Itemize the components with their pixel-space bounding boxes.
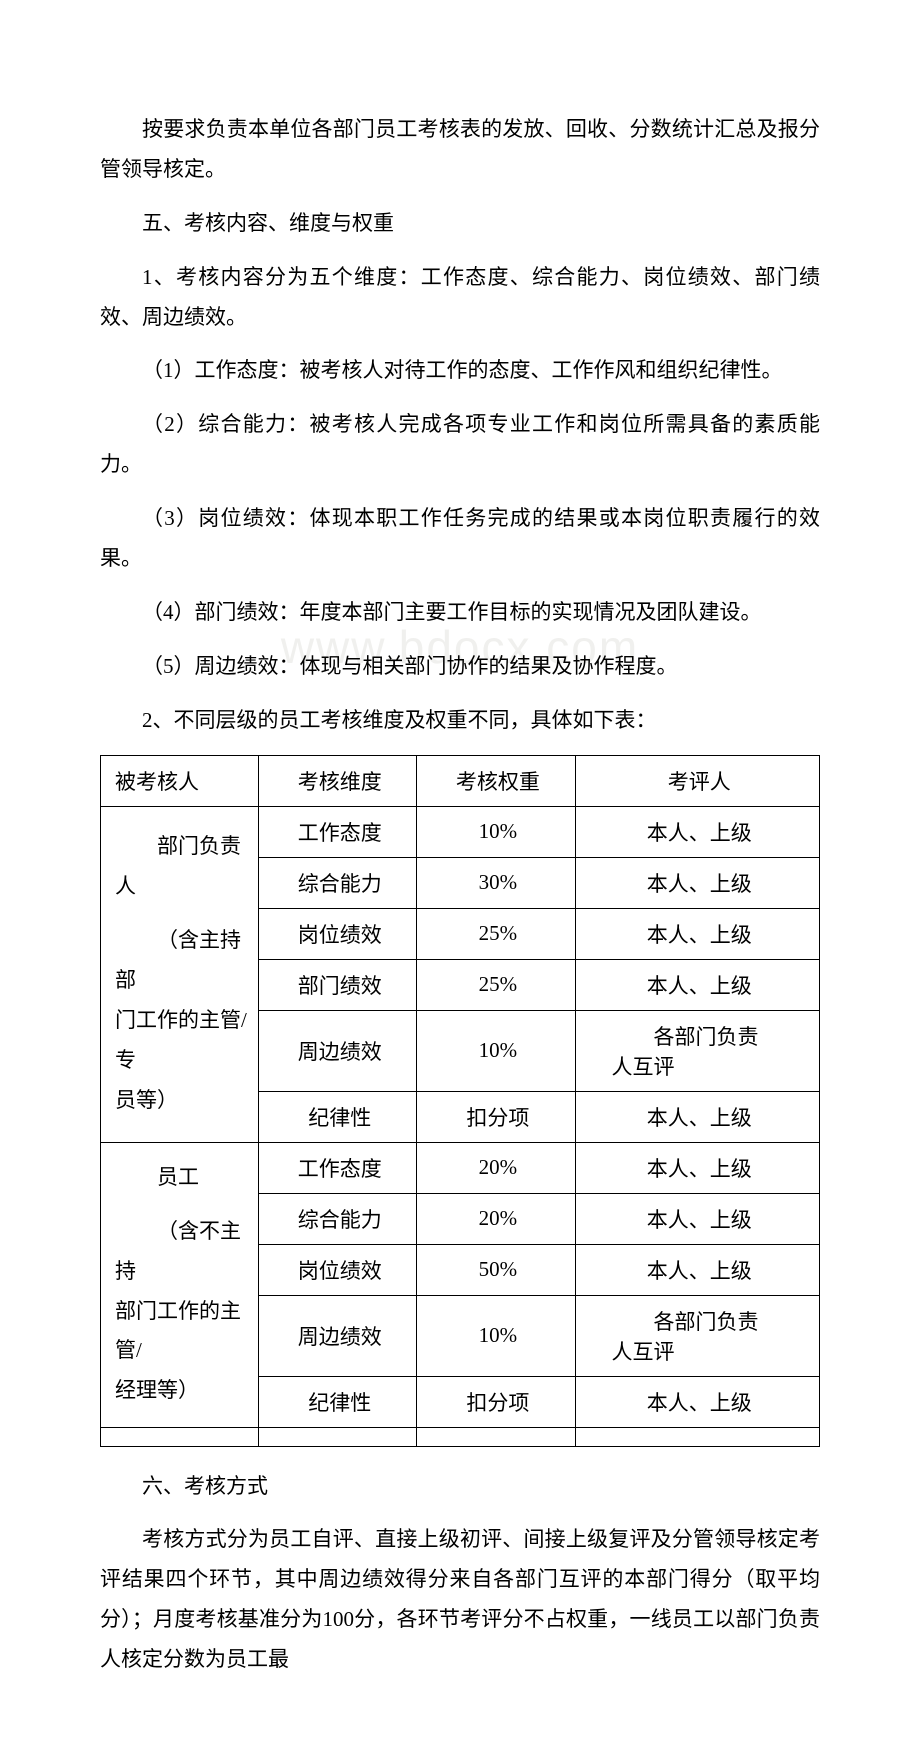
th-subject: 被考核人: [101, 755, 259, 806]
cell-evaluator: 本人、上级: [575, 908, 819, 959]
cell-dimension: 综合能力: [259, 857, 417, 908]
paragraph: （1）工作态度：被考核人对待工作的态度、工作作风和组织纪律性。: [100, 351, 820, 391]
paragraph: 考核方式分为员工自评、直接上级初评、间接上级复评及分管领导核定考评结果四个环节，…: [100, 1520, 820, 1680]
cell-dimension: 周边绩效: [259, 1010, 417, 1091]
cell-evaluator: 本人、上级: [575, 959, 819, 1010]
group-label-1: 部门负责人 （含主持部 门工作的主管/专 员等）: [101, 806, 259, 1142]
cell-evaluator: 本人、上级: [575, 1244, 819, 1295]
table-row: 部门负责人 （含主持部 门工作的主管/专 员等） 工作态度 10% 本人、上级: [101, 806, 820, 857]
cell-dimension: 岗位绩效: [259, 1244, 417, 1295]
cell-weight: 30%: [417, 857, 575, 908]
cell-evaluator: 各部门负责 人互评: [575, 1295, 819, 1376]
cell-weight: 25%: [417, 959, 575, 1010]
cell-dimension: 工作态度: [259, 1142, 417, 1193]
cell-dimension: 周边绩效: [259, 1295, 417, 1376]
cell-dimension: 岗位绩效: [259, 908, 417, 959]
cell-dimension: 纪律性: [259, 1091, 417, 1142]
paragraph: （4）部门绩效：年度本部门主要工作目标的实现情况及团队建设。: [100, 593, 820, 633]
table-header-row: 被考核人 考核维度 考核权重 考评人: [101, 755, 820, 806]
th-weight: 考核权重: [417, 755, 575, 806]
th-evaluator: 考评人: [575, 755, 819, 806]
cell-dimension: 纪律性: [259, 1376, 417, 1427]
cell-evaluator: 本人、上级: [575, 1142, 819, 1193]
cell-evaluator: 本人、上级: [575, 1193, 819, 1244]
table-row: 员工 （含不主持 部门工作的主管/ 经理等） 工作态度 20% 本人、上级: [101, 1142, 820, 1193]
cell-evaluator: 本人、上级: [575, 1091, 819, 1142]
table-empty-row: [101, 1427, 820, 1446]
cell-evaluator: 本人、上级: [575, 806, 819, 857]
cell-weight: 50%: [417, 1244, 575, 1295]
paragraph: （5）周边绩效：体现与相关部门协作的结果及协作程度。: [100, 647, 820, 687]
section-heading-6: 六、考核方式: [100, 1467, 820, 1507]
group-label-2: 员工 （含不主持 部门工作的主管/ 经理等）: [101, 1142, 259, 1427]
paragraph: 2、不同层级的员工考核维度及权重不同，具体如下表：: [100, 701, 820, 741]
cell-dimension: 工作态度: [259, 806, 417, 857]
paragraph: 按要求负责本单位各部门员工考核表的发放、回收、分数统计汇总及报分管领导核定。: [100, 110, 820, 190]
cell-weight: 10%: [417, 806, 575, 857]
th-dimension: 考核维度: [259, 755, 417, 806]
paragraph: （2）综合能力：被考核人完成各项专业工作和岗位所需具备的素质能力。: [100, 405, 820, 485]
cell-dimension: 部门绩效: [259, 959, 417, 1010]
paragraph: （3）岗位绩效：体现本职工作任务完成的结果或本岗位职责履行的效果。: [100, 499, 820, 579]
cell-weight: 20%: [417, 1142, 575, 1193]
cell-dimension: 综合能力: [259, 1193, 417, 1244]
cell-weight: 25%: [417, 908, 575, 959]
paragraph: 1、考核内容分为五个维度：工作态度、综合能力、岗位绩效、部门绩效、周边绩效。: [100, 258, 820, 338]
cell-evaluator: 本人、上级: [575, 857, 819, 908]
cell-evaluator: 各部门负责 人互评: [575, 1010, 819, 1091]
section-heading-5: 五、考核内容、维度与权重: [100, 204, 820, 244]
cell-weight: 20%: [417, 1193, 575, 1244]
cell-weight: 10%: [417, 1010, 575, 1091]
cell-evaluator: 本人、上级: [575, 1376, 819, 1427]
cell-weight: 10%: [417, 1295, 575, 1376]
assessment-table: 被考核人 考核维度 考核权重 考评人 部门负责人 （含主持部 门工作的主管/专 …: [100, 755, 820, 1447]
cell-weight: 扣分项: [417, 1376, 575, 1427]
cell-weight: 扣分项: [417, 1091, 575, 1142]
